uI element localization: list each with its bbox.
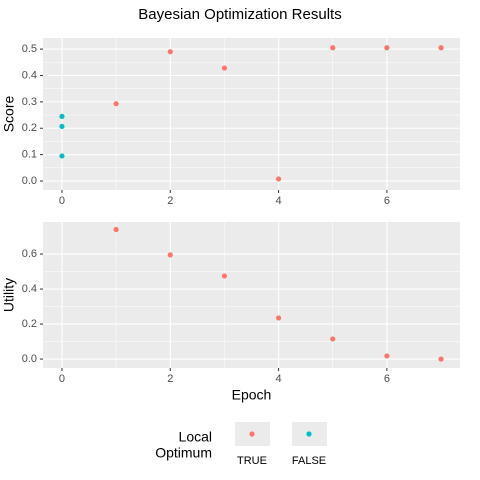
legend-title: Local (179, 429, 212, 445)
x-tick-label: 6 (384, 373, 390, 385)
data-point (167, 252, 173, 258)
x-tick-label: 2 (167, 195, 173, 207)
y-tick-label: 0.0 (22, 175, 37, 187)
y-axis-title: Score (1, 96, 17, 133)
x-tick-label: 4 (276, 195, 282, 207)
y-tick-label: 0.2 (22, 318, 37, 330)
legend-swatch (306, 431, 312, 437)
y-axis-title: Utility (1, 278, 17, 312)
x-tick-label: 4 (276, 373, 282, 385)
data-point (221, 65, 228, 71)
data-point (167, 49, 173, 55)
data-point (438, 356, 444, 362)
data-point (330, 336, 336, 342)
data-point (113, 226, 119, 233)
y-tick-label: 0.4 (22, 283, 37, 295)
y-tick-label: 0.4 (22, 69, 37, 81)
x-tick-label: 6 (384, 195, 390, 207)
data-point (330, 45, 336, 51)
y-tick-label: 0.3 (22, 96, 37, 108)
data-point (275, 176, 282, 182)
legend-swatch (249, 431, 255, 437)
legend-label: FALSE (292, 455, 326, 467)
y-tick-label: 0.2 (22, 122, 37, 134)
x-tick-label: 2 (167, 373, 173, 385)
data-point (59, 113, 65, 119)
x-axis-title: Epoch (232, 387, 272, 403)
panel-background (43, 38, 460, 190)
legend-title: Optimum (155, 445, 212, 461)
data-point (113, 101, 119, 107)
chart-title: Bayesian Optimization Results (138, 6, 341, 23)
data-point (384, 45, 390, 51)
y-tick-label: 0.5 (22, 43, 37, 55)
data-point (59, 153, 65, 159)
y-tick-label: 0.0 (22, 353, 37, 365)
panel-background (43, 222, 460, 368)
legend-label: TRUE (237, 455, 267, 467)
data-point (221, 273, 228, 279)
data-point (275, 315, 282, 321)
x-tick-label: 0 (59, 373, 65, 385)
data-point (59, 123, 65, 130)
y-tick-label: 0.1 (22, 149, 37, 161)
data-point (438, 45, 444, 51)
y-tick-label: 0.6 (22, 248, 37, 260)
x-tick-label: 0 (59, 195, 65, 207)
data-point (384, 353, 390, 359)
